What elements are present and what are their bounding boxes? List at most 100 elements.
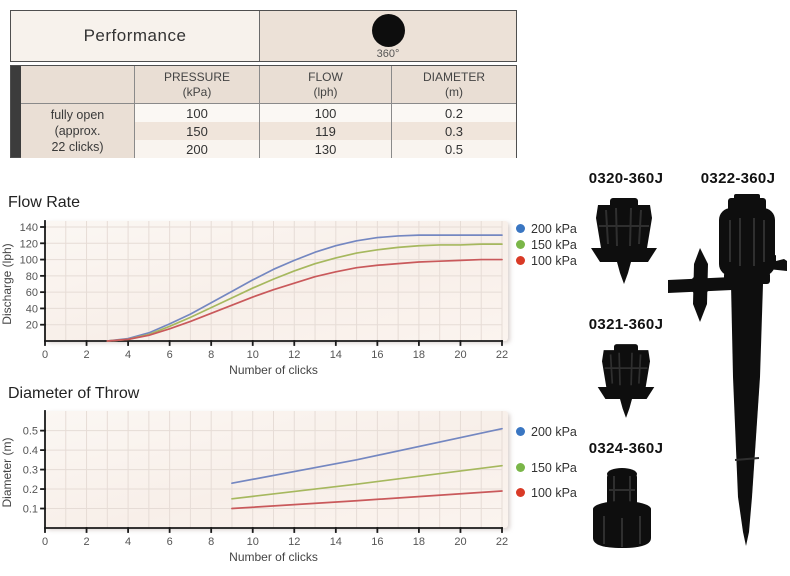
legend-item-150-kpa: 150 kPa <box>516 237 577 252</box>
legend-dot-icon <box>516 240 525 249</box>
legend-dot-icon <box>516 488 525 497</box>
series-line-150-kpa <box>231 464 503 500</box>
x-tick-label: 6 <box>167 536 173 548</box>
x-axis-title: Number of clicks <box>229 550 318 564</box>
header-flow-title: FLOW <box>308 69 343 84</box>
legend-label: 100 kPa <box>531 253 577 268</box>
x-tick-label: 12 <box>288 536 300 548</box>
cell-flow-row3: 130 <box>259 140 391 158</box>
y-tick-label: 0.4 <box>23 445 38 457</box>
product-image-0322-stake <box>668 194 787 546</box>
x-tick-label: 10 <box>247 349 259 361</box>
y-tick-label: 0.1 <box>23 504 38 516</box>
x-tick-label: 8 <box>208 349 214 361</box>
x-tick-label: 4 <box>125 536 131 548</box>
header-diameter: DIAMETER (m) <box>391 66 516 104</box>
y-tick-label: 80 <box>26 271 38 283</box>
product-image-0321-emitter <box>597 344 655 418</box>
x-tick-label: 18 <box>413 536 425 548</box>
legend-item-100-kpa: 100 kPa <box>516 485 577 500</box>
y-axis-title: Diameter (m) <box>0 437 14 507</box>
x-tick-label: 22 <box>496 349 508 361</box>
legend-item-150-kpa: 150 kPa <box>516 460 577 475</box>
product-code-0320: 0320-360J <box>588 170 664 187</box>
y-axis-title: Discharge (lph) <box>0 243 14 324</box>
row-label-cell: fully open (approx. 22 clicks) <box>21 104 134 158</box>
header-flow-unit: (lph) <box>313 84 338 99</box>
row-label-line1: fully open <box>50 107 105 122</box>
cell-pressure-row3: 200 <box>134 140 259 158</box>
spray-pattern-cell: 360° <box>260 11 516 61</box>
legend-dot-icon <box>516 256 525 265</box>
x-tick-label: 2 <box>83 536 89 548</box>
header-pressure-unit: (kPa) <box>182 84 212 99</box>
diameter-chart-title: Diameter of Throw <box>8 385 140 402</box>
legend-item-200-kpa: 200 kPa <box>516 425 577 439</box>
table-grid: PRESSURE (kPa) FLOW (lph) DIAMETER (m) f… <box>21 66 516 158</box>
header-empty-cell <box>21 66 134 104</box>
product-code-0324: 0324-360J <box>588 440 664 457</box>
series-line-100-kpa <box>231 490 503 510</box>
legend-label: 150 kPa <box>531 237 577 252</box>
x-tick-label: 12 <box>288 349 300 361</box>
x-tick-label: 14 <box>330 349 342 361</box>
cell-diameter-row2: 0.3 <box>391 122 516 140</box>
flow-rate-chart: 0 2 4 6 8 10 12 14 16 18 20 22 20 40 60 80 100 120 140 Numb… <box>0 220 508 377</box>
y-tick-label: 40 <box>26 303 38 315</box>
legend-label: 100 kPa <box>531 485 577 500</box>
cell-diameter-row3: 0.5 <box>391 140 516 158</box>
series-line-150-kpa <box>106 243 503 342</box>
row-label-line3: 22 clicks) <box>51 140 104 155</box>
y-tick-label: 140 <box>20 222 38 234</box>
x-tick-label: 22 <box>496 536 508 548</box>
table-title: Performance <box>83 26 187 45</box>
header-pressure: PRESSURE (kPa) <box>134 66 259 104</box>
y-tick-label: 100 <box>20 255 38 267</box>
series-line-200-kpa <box>106 234 503 342</box>
table-title-row: Performance 360° <box>10 10 517 62</box>
header-pressure-title: PRESSURE <box>163 69 231 84</box>
cell-flow-row2: 119 <box>259 122 391 140</box>
y-tick-label: 120 <box>20 238 38 250</box>
table-accent-stripe <box>11 66 21 157</box>
spray-pattern-360-icon <box>371 14 405 47</box>
cell-diameter-row1: 0.2 <box>391 104 516 122</box>
y-tick-label: 60 <box>26 287 38 299</box>
x-tick-label: 20 <box>454 536 466 548</box>
legend-label: 200 kPa <box>531 221 577 236</box>
legend-dot-icon <box>516 463 525 472</box>
legend-label: 150 kPa <box>531 460 577 475</box>
product-image-0320-emitter <box>591 198 657 284</box>
row-label-line2: (approx. <box>54 123 101 138</box>
header-diameter-unit: (m) <box>445 84 463 99</box>
x-tick-label: 0 <box>42 349 48 361</box>
x-tick-label: 8 <box>208 536 214 548</box>
cell-flow-row1: 100 <box>259 104 391 122</box>
cell-pressure-row2: 150 <box>134 122 259 140</box>
plot-area <box>45 221 508 341</box>
x-tick-label: 2 <box>83 349 89 361</box>
performance-table: Performance 360° PRESSURE (kPa) FLOW (lp… <box>10 10 517 158</box>
y-tick-label: 0.5 <box>23 426 38 438</box>
x-tick-label: 18 <box>413 349 425 361</box>
legend-dot-icon <box>516 427 525 436</box>
x-tick-label: 16 <box>371 536 383 548</box>
product-code-0322: 0322-360J <box>700 170 776 187</box>
legend-dot-icon <box>516 224 525 233</box>
x-tick-label: 16 <box>371 349 383 361</box>
x-axis-title: Number of clicks <box>229 363 318 377</box>
product-image-0324-emitter <box>593 468 651 548</box>
table-body: PRESSURE (kPa) FLOW (lph) DIAMETER (m) f… <box>10 65 517 158</box>
flow-rate-chart-title: Flow Rate <box>8 194 81 211</box>
legend-item-100-kpa: 100 kPa <box>516 253 577 268</box>
cross-connector <box>668 248 732 322</box>
header-flow: FLOW (lph) <box>259 66 391 104</box>
x-tick-label: 6 <box>167 349 173 361</box>
x-tick-label: 14 <box>330 536 342 548</box>
y-tick-label: 0.3 <box>23 465 38 477</box>
x-tick-label: 10 <box>247 536 259 548</box>
legend-item-200-kpa: 200 kPa <box>516 221 577 236</box>
x-tick-label: 0 <box>42 536 48 548</box>
diameter-of-throw-chart: 0 2 4 6 8 10 12 14 16 18 20 22 0.1 0.2 0.3 0.4 0.5 Number… <box>0 410 508 564</box>
